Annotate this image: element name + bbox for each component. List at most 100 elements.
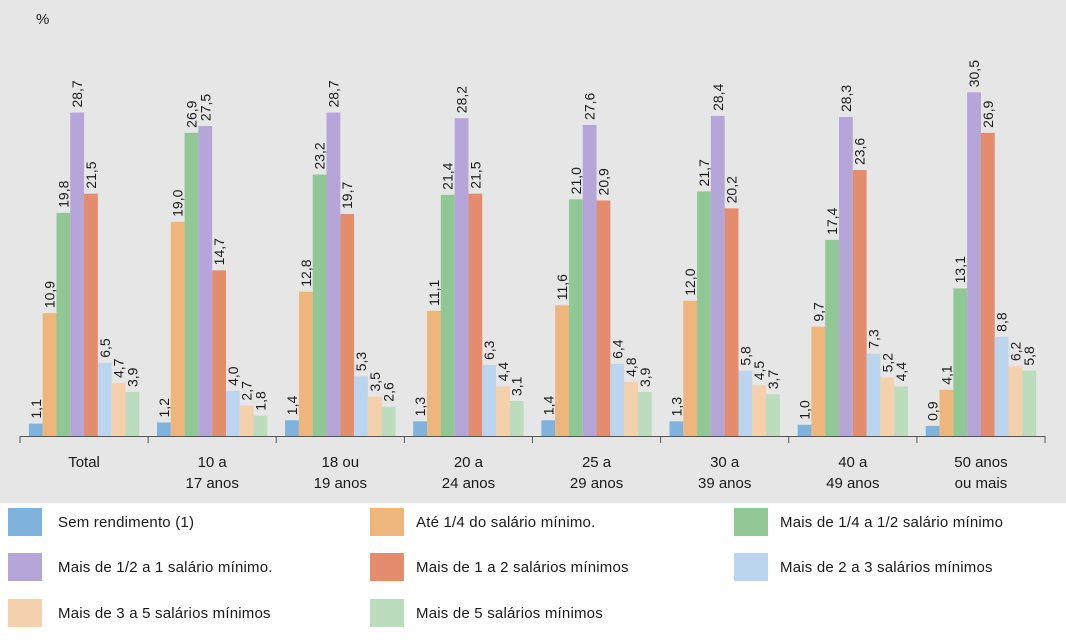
bar-value-label: 27,6 — [582, 92, 598, 119]
bar-value-label: 4,4 — [495, 362, 511, 382]
bar — [427, 310, 441, 436]
bar — [496, 386, 510, 436]
bar-value-label: 3,5 — [367, 372, 383, 392]
bar-value-label: 20,9 — [595, 168, 611, 195]
x-tick-label: 20 a 24 anos — [442, 454, 495, 492]
bar-value-label: 1,8 — [252, 391, 268, 411]
bar-value-label: 1,3 — [412, 397, 428, 417]
legend-label: Até 1/4 do salário mínimo. — [416, 513, 596, 531]
legend-item: Mais de 1/4 a 1/2 salário mínimo — [734, 507, 1003, 537]
plot-area: 1,110,919,828,721,56,54,73,91,219,026,92… — [19, 60, 1046, 492]
x-tick-label: 25 a 29 anos — [570, 454, 623, 492]
bar — [766, 394, 780, 436]
bar — [624, 381, 638, 436]
bar — [70, 112, 85, 437]
bar — [354, 376, 368, 436]
bar — [253, 415, 268, 436]
bar-value-label: 11,6 — [554, 274, 570, 300]
bar — [42, 313, 57, 436]
bar-value-label: 30,5 — [966, 60, 982, 87]
x-tick-label: 10 a 17 anos — [185, 454, 238, 492]
bar — [84, 193, 98, 436]
bar-value-label: 9,7 — [810, 302, 826, 322]
bar-value-label: 8,8 — [994, 312, 1010, 332]
legend-swatch — [370, 553, 404, 581]
bar — [381, 406, 396, 436]
bar-value-label: 28,2 — [454, 86, 470, 113]
bar — [568, 199, 583, 436]
bar — [239, 405, 254, 436]
bar — [468, 193, 483, 436]
bar — [738, 370, 753, 436]
bar — [724, 208, 739, 436]
legend-label: Sem rendimento (1) — [58, 513, 195, 531]
bar-value-label: 21,0 — [568, 167, 584, 194]
bar-value-label: 1,3 — [668, 397, 684, 417]
bar — [482, 365, 497, 436]
bar-value-label: 4,4 — [893, 362, 909, 382]
legend-item: Mais de 3 a 5 salários mínimos — [8, 598, 271, 628]
bar — [880, 377, 895, 436]
bar-value-label: 3,7 — [765, 370, 781, 390]
bar — [541, 420, 556, 436]
bar-value-label: 19,0 — [170, 189, 186, 216]
bar-value-label: 19,8 — [55, 180, 71, 207]
bar-value-label: 23,2 — [312, 142, 328, 169]
bar — [170, 221, 185, 436]
bar-value-label: 12,0 — [682, 268, 698, 295]
bar — [637, 392, 652, 436]
bar-value-label: 7,3 — [866, 329, 882, 349]
bar — [184, 132, 199, 436]
bar-value-label: 21,5 — [83, 161, 99, 188]
bar-value-label: 5,8 — [1021, 346, 1037, 366]
bar-value-label: 23,6 — [852, 138, 868, 165]
bar — [994, 336, 1009, 436]
bar-value-label: 6,3 — [481, 340, 497, 360]
bar — [454, 118, 469, 436]
bar — [312, 174, 327, 437]
legend-swatch — [370, 508, 404, 536]
bar — [156, 422, 171, 436]
bar-value-label: 20,2 — [724, 176, 740, 203]
bar — [212, 270, 226, 436]
bar-value-label: 28,7 — [69, 80, 85, 107]
legend-swatch — [8, 599, 42, 627]
legend-label: Mais de 1/4 a 1/2 salário mínimo — [780, 513, 1004, 531]
bar — [939, 389, 954, 436]
legend-swatch — [734, 508, 768, 536]
bar-value-label: 1,0 — [797, 400, 813, 420]
bar — [1008, 366, 1023, 436]
legend: Sem rendimento (1) Até 1/4 do salário mín… — [0, 503, 1066, 640]
bar-value-label: 27,5 — [197, 94, 213, 121]
bar — [596, 200, 611, 436]
bar — [582, 124, 597, 436]
bar — [852, 170, 867, 436]
chart-panel: % 1,1 10,9 19,8 28,7 21,5 6,5 4,7 3,9 1,2 19,0 26,… — [0, 0, 1066, 503]
legend-swatch — [8, 553, 42, 581]
bar-value-label: 13,1 — [952, 256, 968, 283]
legend-swatch — [734, 553, 768, 581]
bar-value-label: 0,9 — [925, 401, 941, 421]
bar — [326, 112, 341, 437]
bar-value-label: 28,4 — [710, 83, 726, 110]
bar — [797, 424, 812, 436]
bar — [56, 212, 71, 436]
legend-label: Mais de 5 salários mínimos — [416, 604, 603, 622]
bar-value-label: 11,1 — [426, 279, 442, 305]
x-tick-label: 40 a 49 anos — [826, 454, 879, 492]
bar — [710, 115, 725, 437]
bar — [1022, 370, 1037, 436]
bar — [683, 300, 698, 436]
bar — [825, 239, 840, 436]
bar-value-label: 6,2 — [1007, 341, 1023, 361]
bar — [669, 421, 684, 436]
bar-value-label: 28,7 — [325, 80, 341, 107]
bar-value-label: 4,7 — [111, 358, 127, 378]
bar — [367, 396, 382, 437]
bar — [610, 363, 625, 436]
bar-chart: % 1,110,919,828,721,56,54,73,91,219,026,… — [19, 11, 1046, 492]
bar-value-label: 3,9 — [637, 367, 653, 387]
bar-value-label: 1,4 — [540, 396, 556, 416]
bar-value-label: 28,3 — [838, 85, 854, 112]
y-axis-unit-label: % — [36, 11, 49, 28]
